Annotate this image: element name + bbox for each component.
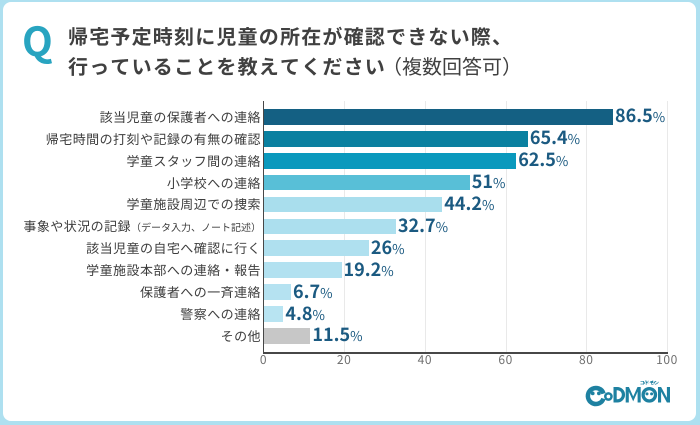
- svg-text:コドモン: コドモン: [640, 380, 659, 387]
